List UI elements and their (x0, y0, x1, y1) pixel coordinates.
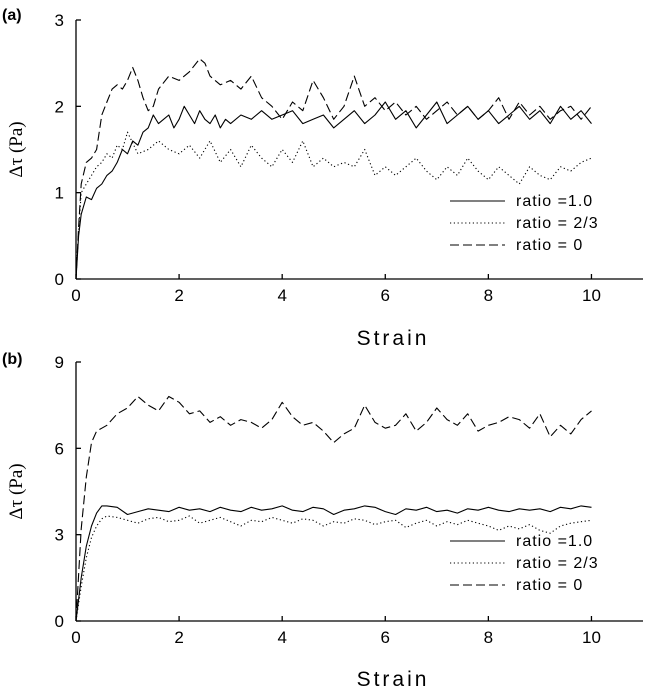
panel-a-label: (a) (2, 7, 22, 24)
panel-b-x-tick-label: 6 (381, 628, 390, 647)
panel-a-axes (75, 20, 643, 280)
panel-b-series (75, 395, 592, 622)
panel-b-legend-label: ratio = 2/3 (516, 555, 599, 572)
panel-a-series-dashed-line (75, 58, 592, 280)
panel-b-legend-label: ratio = 0 (516, 577, 583, 594)
panel-b-legend: ratio =1.0 ratio = 2/3 ratio = 0 (450, 533, 599, 594)
panel-a-x-axis-label: Strain (357, 327, 430, 350)
panel-b-x-tick-label: 8 (484, 628, 493, 647)
panel-b-x-tick-label: 4 (277, 628, 286, 647)
panel-b-axes (75, 362, 643, 622)
panel-a-y-tick-label: 0 (55, 270, 64, 289)
panel-b-ticks: 0 2 4 6 8 10 0 3 6 9 (55, 353, 601, 647)
panel-a-x-tick-label: 2 (174, 286, 183, 305)
panel-a-x-tick-label: 4 (277, 286, 286, 305)
panel-a-legend-label: ratio = 2/3 (516, 215, 599, 232)
panel-b-series-dotted-line (75, 515, 592, 622)
panel-b-series-solid-line (75, 505, 592, 622)
panel-b: (b) Δτ (Pa) Strain 0 2 4 6 8 10 0 3 6 9 ratio =1.… (2, 351, 643, 691)
panel-b-label: (b) (2, 351, 22, 368)
panel-a: (a) Δτ (Pa) Strain 0 2 4 6 8 10 0 1 2 3 ratio =1.… (2, 7, 643, 350)
panel-a-series-dotted-line (75, 131, 592, 280)
panel-a-legend: ratio =1.0 ratio = 2/3 ratio = 0 (450, 193, 599, 254)
panel-b-y-tick-label: 9 (55, 353, 64, 372)
panel-b-y-tick-label: 0 (55, 612, 64, 631)
panel-a-legend-label: ratio = 0 (516, 237, 583, 254)
panel-a-y-tick-label: 3 (55, 11, 64, 30)
panel-b-x-tick-label: 10 (582, 628, 601, 647)
panel-b-y-axis-label: Δτ (Pa) (6, 463, 27, 519)
panel-b-x-tick-label: 0 (71, 628, 80, 647)
panel-b-legend-label: ratio =1.0 (516, 533, 593, 550)
panel-a-legend-label: ratio =1.0 (516, 193, 593, 210)
panel-b-x-axis-label: Strain (357, 668, 430, 691)
panel-a-series-solid-line (75, 101, 592, 280)
panel-b-series-dashed-line (75, 395, 592, 622)
panel-a-x-tick-label: 0 (71, 286, 80, 305)
panel-a-y-tick-label: 2 (55, 97, 64, 116)
panel-a-series (75, 58, 592, 280)
panel-a-x-tick-label: 10 (582, 286, 601, 305)
panel-b-x-tick-label: 2 (174, 628, 183, 647)
panel-a-y-tick-label: 1 (55, 184, 64, 203)
panel-a-x-tick-label: 6 (381, 286, 390, 305)
panel-a-y-axis-label: Δτ (Pa) (6, 121, 27, 177)
panel-a-ticks: 0 2 4 6 8 10 0 1 2 3 (55, 11, 601, 305)
panel-b-y-tick-label: 6 (55, 439, 64, 458)
panel-b-y-tick-label: 3 (55, 526, 64, 545)
panel-a-x-tick-label: 8 (484, 286, 493, 305)
